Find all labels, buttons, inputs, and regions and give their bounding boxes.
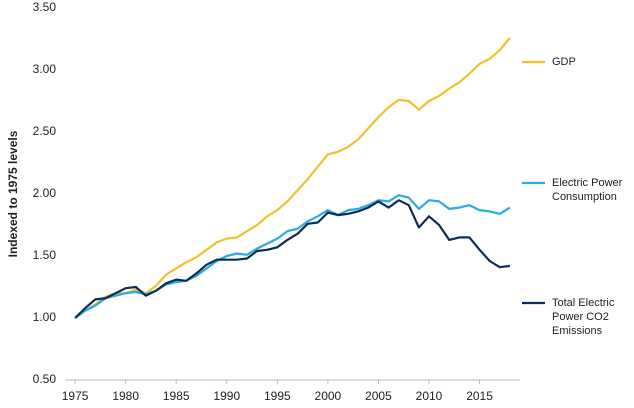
y-tick-label: 3.50 xyxy=(33,0,57,14)
x-tick-label: 1980 xyxy=(112,389,139,403)
x-tick-label: 1975 xyxy=(62,389,89,403)
y-axis-label: Indexed to 1975 levels xyxy=(6,130,20,257)
x-tick-label: 1985 xyxy=(163,389,190,403)
series-line xyxy=(74,199,511,319)
x-tick-label: 2005 xyxy=(365,389,392,403)
y-tick-label: 1.00 xyxy=(33,310,57,324)
x-tick-label: 2015 xyxy=(466,389,493,403)
y-tick-label: 1.50 xyxy=(33,248,57,262)
x-tick-label: 2000 xyxy=(315,389,342,403)
legend-label: Electric Power Consumption xyxy=(552,177,623,203)
series-line xyxy=(74,37,511,319)
y-tick-label: 2.00 xyxy=(33,186,57,200)
series-line xyxy=(74,194,511,319)
x-tick-label: 1990 xyxy=(213,389,240,403)
x-tick-label: 2010 xyxy=(416,389,443,403)
legend-label: Total Electric Power CO2 Emissions xyxy=(552,297,615,337)
x-tick-label: 1995 xyxy=(264,389,291,403)
y-tick-label: 0.50 xyxy=(33,372,57,386)
legend-label: GDP xyxy=(552,56,576,68)
y-tick-label: 3.00 xyxy=(33,62,57,76)
y-tick-label: 2.50 xyxy=(33,124,57,138)
